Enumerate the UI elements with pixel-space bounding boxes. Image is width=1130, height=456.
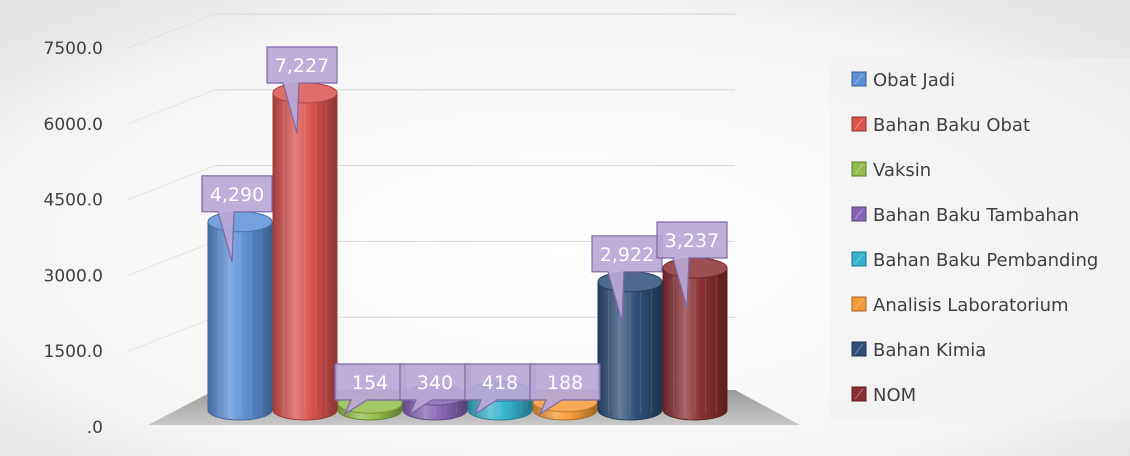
legend-swatch [851, 206, 867, 222]
bar-top [597, 271, 663, 293]
legend-label: Bahan Baku Pembanding [873, 250, 1098, 271]
y-tick-label: .0 [87, 418, 103, 438]
data-label-box [201, 175, 273, 262]
bar [207, 211, 273, 421]
data-label: 154 [352, 372, 388, 394]
data-label: 3,237 [665, 230, 719, 252]
data-label-box [656, 221, 728, 309]
legend-item: NOM [851, 385, 916, 406]
legend-swatch [851, 341, 867, 357]
legend-item: Obat Jadi [851, 70, 955, 91]
legend-swatch [851, 71, 867, 87]
data-label-callout: 188 [529, 363, 601, 416]
legend-swatch-shine [854, 298, 864, 310]
data-label-callout: 3,237 [656, 221, 728, 309]
legend-swatch-shine [854, 73, 864, 85]
legend-swatch-shine [854, 253, 864, 265]
legend-item: Bahan Baku Pembanding [851, 250, 1098, 271]
bar-body [207, 221, 273, 421]
legend-label: Analisis Laboratorium [873, 295, 1069, 316]
data-label: 188 [547, 372, 583, 394]
y-tick-label: 4500.0 [44, 191, 103, 211]
bar-body [662, 267, 728, 421]
y-tick-label: 6000.0 [44, 115, 103, 135]
bar-top [662, 257, 728, 279]
grid-line-diagonal [127, 316, 216, 352]
bar-top [272, 82, 338, 104]
legend: Obat Jadi Bahan Baku Obat Vaksin Bahan Baku… [851, 70, 1098, 406]
legend-swatch [851, 161, 867, 177]
legend-label: NOM [873, 385, 916, 406]
data-label: 340 [417, 372, 453, 394]
data-label-box [266, 46, 338, 134]
bar [272, 82, 338, 421]
bar-body [597, 281, 663, 421]
bar-top [207, 211, 273, 233]
legend-item: Bahan Kimia [851, 340, 986, 361]
y-axis-ticks: 7500.0 6000.0 4500.0 3000.0 1500.0 .0 [44, 39, 103, 438]
bar [597, 271, 663, 421]
legend-background [830, 58, 1130, 420]
data-labels: 4,290 7,227 154 340 418 188 2,922 3,237 [201, 46, 728, 416]
data-label: 7,227 [275, 55, 329, 77]
legend-swatch [851, 296, 867, 312]
grid-line-diagonal [127, 89, 216, 125]
grid-line-diagonal [127, 165, 216, 201]
legend-swatch [851, 251, 867, 267]
legend-item: Analisis Laboratorium [851, 295, 1069, 316]
legend-item: Bahan Baku Obat [851, 115, 1030, 136]
y-tick-label: 1500.0 [44, 342, 103, 362]
grid-line-diagonal [127, 240, 216, 276]
legend-swatch-shine [854, 388, 864, 400]
data-label: 418 [482, 372, 518, 394]
data-label: 4,290 [210, 184, 264, 206]
legend-item: Bahan Baku Tambahan [851, 205, 1079, 226]
legend-swatch-shine [854, 208, 864, 220]
legend-swatch-shine [854, 163, 864, 175]
data-label-callout: 7,227 [266, 46, 338, 134]
legend-label: Bahan Baku Obat [873, 115, 1030, 136]
y-tick-label: 7500.0 [44, 39, 103, 59]
bar [662, 257, 728, 421]
legend-swatch-shine [854, 118, 864, 130]
legend-swatch [851, 386, 867, 402]
legend-label: Obat Jadi [873, 70, 955, 91]
legend-label: Vaksin [873, 160, 931, 181]
data-label-box [529, 363, 601, 416]
grid-line-diagonal [127, 13, 216, 49]
legend-swatch [851, 116, 867, 132]
legend-label: Bahan Baku Tambahan [873, 205, 1079, 226]
legend-label: Bahan Kimia [873, 340, 986, 361]
bar-body [272, 92, 338, 421]
data-label-callout: 4,290 [201, 175, 273, 262]
legend-item: Vaksin [851, 160, 931, 181]
y-tick-label: 3000.0 [44, 266, 103, 286]
data-label: 2,922 [600, 244, 654, 266]
legend-swatch-shine [854, 343, 864, 355]
